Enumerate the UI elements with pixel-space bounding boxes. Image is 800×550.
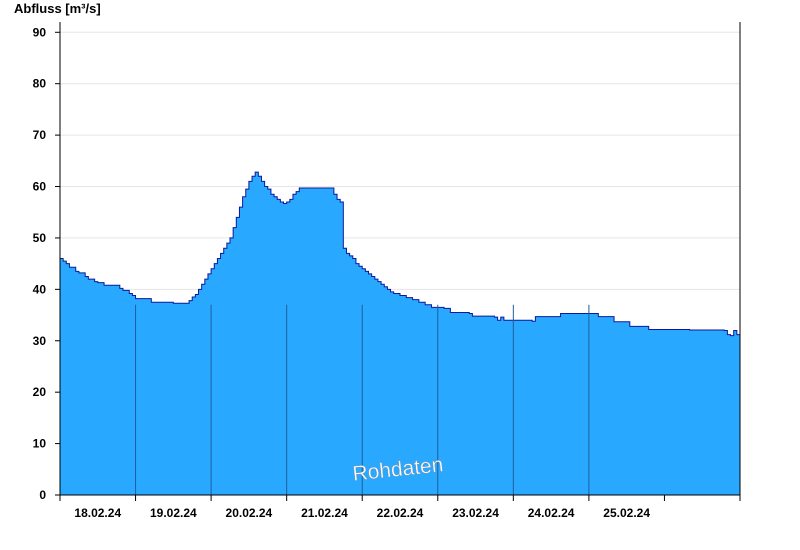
day-dividers: [135, 304, 590, 495]
x-tick-label: 19.02.24: [150, 506, 197, 520]
discharge-line: [60, 171, 741, 337]
x-tick-labels: 18.02.24 19.02.24 20.02.24 21.02.24 22.02.24…: [74, 506, 650, 520]
y-tick-label: 20: [33, 385, 47, 399]
x-tick-label: 24.02.24: [528, 506, 575, 520]
y-tick-label: 10: [33, 437, 47, 451]
y-axis-title: Abfluss [m³/s]: [14, 1, 101, 16]
axes: [55, 22, 741, 501]
x-tick-label: 23.02.24: [452, 506, 499, 520]
x-tick-label: 20.02.24: [226, 506, 273, 520]
x-tick-label: 22.02.24: [377, 506, 424, 520]
x-tick-label: 21.02.24: [301, 506, 348, 520]
y-tick-labels: 0 10 20 30 40 50 60 70 80 90: [33, 25, 47, 502]
y-tick-label: 30: [33, 334, 47, 348]
y-tick-label: 50: [33, 231, 47, 245]
y-tick-label: 60: [33, 180, 47, 194]
x-tick-label: 18.02.24: [74, 506, 121, 520]
y-tick-label: 80: [33, 77, 47, 91]
x-tick-label: 25.02.24: [603, 506, 650, 520]
y-tick-label: 70: [33, 128, 47, 142]
y-tick-label: 90: [33, 25, 47, 39]
y-tick-label: 0: [39, 488, 46, 502]
y-tick-label: 40: [33, 282, 47, 296]
discharge-area: [60, 172, 740, 495]
